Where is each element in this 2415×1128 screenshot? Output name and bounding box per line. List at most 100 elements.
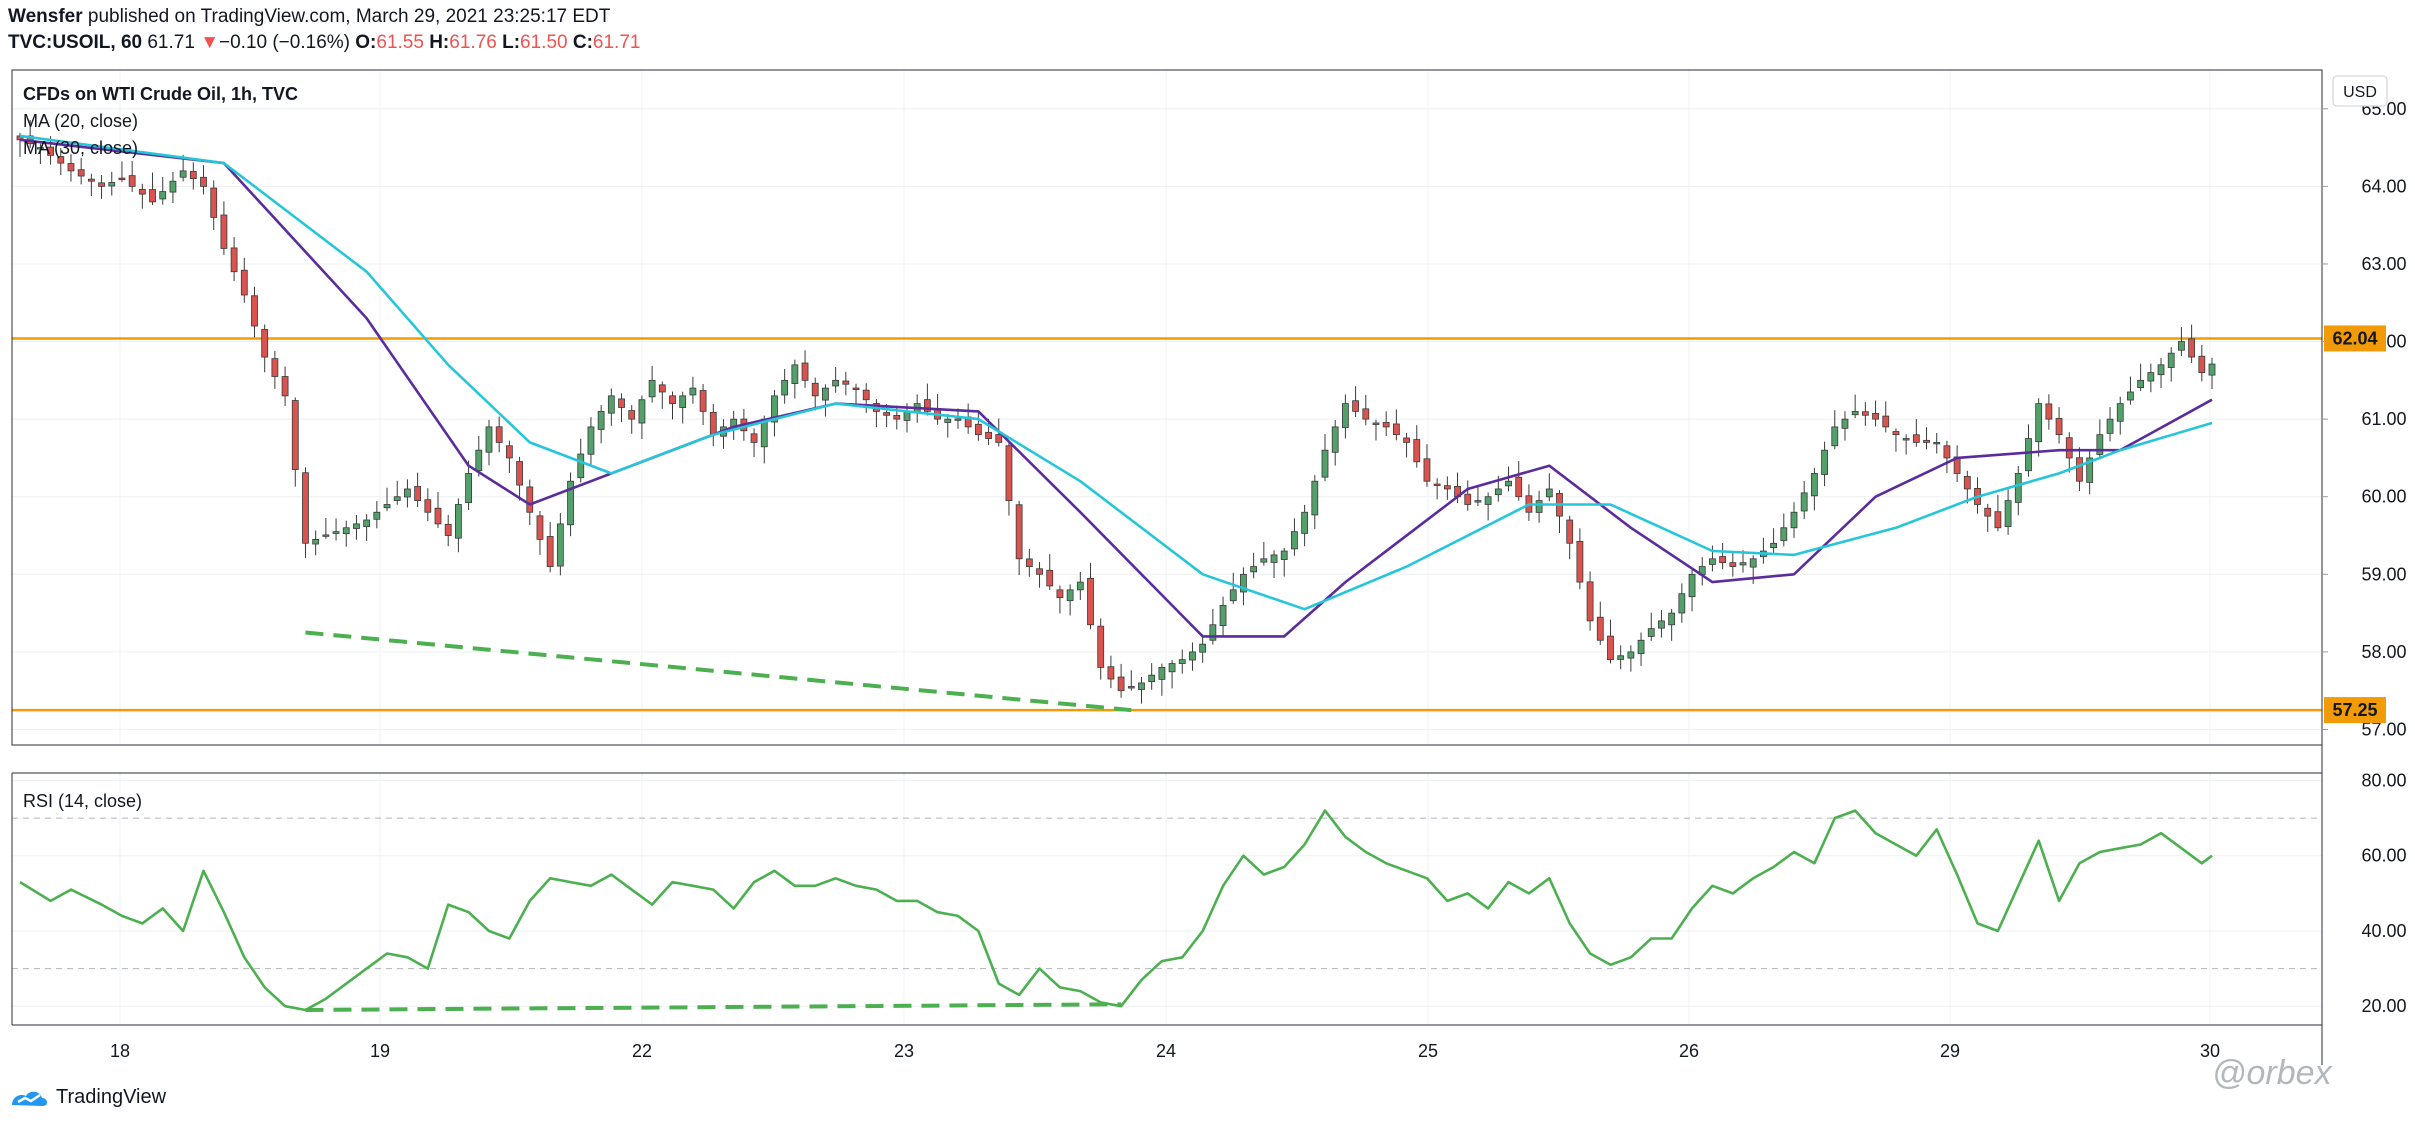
candle-body <box>801 362 809 381</box>
candle-body <box>1831 426 1839 447</box>
candle-body <box>220 214 228 249</box>
candle-body <box>771 395 778 423</box>
legend: CFDs on WTI Crude Oil, 1h, TVC MA (20, c… <box>23 84 298 811</box>
symbol-label[interactable]: TVC:USOIL, 60 <box>8 32 143 53</box>
candle-body <box>1790 511 1798 529</box>
candle-body <box>1382 421 1390 428</box>
candle-body <box>1413 439 1421 463</box>
moving-averages <box>19 134 2213 638</box>
candle-body <box>1678 593 1686 614</box>
ma30-legend[interactable]: MA (30, close) <box>23 138 138 158</box>
candle-body <box>138 188 146 195</box>
price-pane-border <box>11 69 2323 746</box>
candle-body <box>271 358 279 377</box>
candle-body <box>332 531 340 534</box>
time-tick-label: 22 <box>632 1041 652 1061</box>
candle-body <box>1403 437 1410 443</box>
candle-body <box>1861 411 1869 416</box>
candle-body <box>1250 566 1258 573</box>
candle-body <box>689 387 697 396</box>
candle-body <box>1148 674 1156 683</box>
candle-body <box>2137 379 2145 388</box>
rsi-series <box>19 809 2213 1012</box>
publish-text: published on TradingView.com, March 29, … <box>87 6 611 27</box>
candle-body <box>526 486 534 513</box>
time-tick-label: 23 <box>894 1041 914 1061</box>
candle-body <box>1076 581 1084 591</box>
author-name[interactable]: Wensfer <box>8 6 83 27</box>
price-tick-label: 59.00 <box>2361 564 2406 584</box>
candle-body <box>811 382 819 397</box>
high-value: 61.76 <box>449 32 497 53</box>
candle-body <box>1688 573 1696 598</box>
close-value: 61.71 <box>592 32 641 53</box>
time-tick-label: 29 <box>1940 1041 1960 1061</box>
orbex-watermark: @orbex <box>2212 1054 2332 1092</box>
candle-body <box>1240 573 1247 593</box>
candle-body <box>108 182 116 187</box>
level-price-tag-label: 62.04 <box>2332 328 2377 348</box>
candle-body <box>57 156 65 164</box>
candle-body <box>1362 408 1370 420</box>
candle-body <box>1770 542 1777 549</box>
candle-body <box>128 175 136 187</box>
candle-body <box>893 415 901 420</box>
change-down-icon: ▼ <box>200 32 219 53</box>
candle-body <box>1566 519 1574 544</box>
candle-body <box>1668 612 1676 626</box>
candle-body <box>1025 558 1033 567</box>
candle-body <box>169 180 177 193</box>
candle-body <box>1658 620 1665 629</box>
price-axis: 57.0058.0059.0060.0061.0062.0063.0064.00… <box>2322 99 2407 739</box>
price-tick-label: 64.00 <box>2361 176 2406 196</box>
rsi-axis: 20.00 40.00 60.00 80.00 <box>2361 771 2406 1017</box>
last-price: 61.71 <box>147 32 195 53</box>
candle-body <box>383 504 391 509</box>
candle-body <box>261 329 269 358</box>
price-tick-label: 60.00 <box>2361 487 2406 507</box>
rsi-legend[interactable]: RSI (14, close) <box>23 791 142 811</box>
time-tick-label: 25 <box>1418 1041 1438 1061</box>
candle-body <box>842 380 850 385</box>
candle-body <box>628 410 636 420</box>
candle-body <box>1627 651 1635 659</box>
candle-body <box>230 247 238 273</box>
close-label: C: <box>572 32 593 53</box>
candle-body <box>944 418 952 423</box>
candle-body <box>1984 507 1992 517</box>
candle-body <box>1902 438 1910 441</box>
candle-body <box>985 431 992 439</box>
tradingview-brand[interactable]: TradingView <box>10 1086 166 1109</box>
candle-body <box>1780 527 1788 541</box>
candle-body <box>210 187 218 218</box>
currency-badge[interactable]: USD <box>2332 75 2388 107</box>
candle-body <box>1505 480 1512 487</box>
candle-body <box>1260 558 1268 563</box>
ma20-legend[interactable]: MA (20, close) <box>23 111 138 131</box>
candle-body <box>2096 434 2104 455</box>
candle-body <box>1535 500 1543 513</box>
chart-frame <box>11 69 2323 1065</box>
candle-body <box>1729 562 1737 567</box>
candle-body <box>954 418 962 421</box>
candle-body <box>251 295 258 327</box>
candle-body <box>98 182 105 187</box>
candle-body <box>424 499 432 513</box>
candle-body <box>505 445 513 459</box>
level-price-tag <box>2324 697 2386 724</box>
candle-body <box>2025 438 2032 472</box>
candle-body <box>454 504 462 539</box>
candle-body <box>2035 403 2043 443</box>
chart-title: CFDs on WTI Crude Oil, 1h, TVC <box>23 84 298 104</box>
candle-body <box>1484 496 1492 505</box>
candle-body <box>2208 363 2216 376</box>
candle-body <box>2167 352 2175 368</box>
candle-body <box>322 534 330 537</box>
candle-body <box>393 496 401 501</box>
rsi-tick-label: 60.00 <box>2361 846 2406 866</box>
candle-body <box>638 399 646 424</box>
candle-body <box>200 176 207 187</box>
candle-body <box>1586 581 1594 622</box>
candle-body <box>1607 635 1614 661</box>
